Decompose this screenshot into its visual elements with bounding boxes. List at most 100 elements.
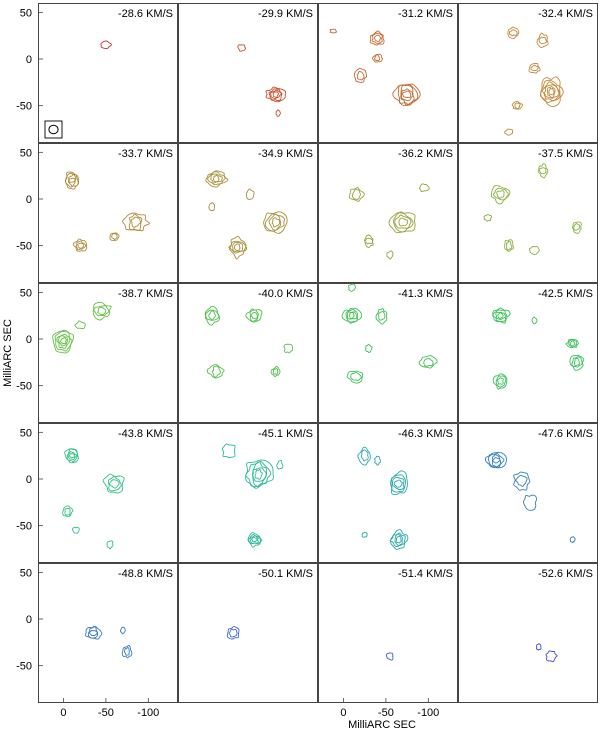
contour-line [206,364,225,379]
contour-line [372,53,383,63]
contour-line [66,448,78,463]
velocity-label: -46.3 KM/S [398,428,453,440]
contour-line [541,81,561,102]
contour-line [84,626,103,640]
contour-line [386,250,394,260]
contour-line [210,173,223,184]
contour-group [535,643,558,663]
velocity-label: -29.9 KM/S [258,8,313,20]
panel-frame [178,563,318,703]
contour-line [392,476,405,490]
contour-line [535,643,542,651]
contour-group [52,302,112,354]
contour-line [492,373,508,390]
velocity-label: -43.8 KM/S [118,428,173,440]
contour-line [400,84,415,106]
y-tick-label: 50 [20,567,32,579]
x-tick-label: -100 [137,707,159,719]
contour-line [392,211,414,233]
contour-line [515,474,528,487]
contour-group [386,652,394,661]
contour-line [250,311,258,320]
contour-line [392,83,421,107]
contour-group [492,307,585,390]
contour-line [543,84,560,98]
velocity-label: -36.2 KM/S [398,148,453,160]
contour-line [539,167,547,175]
y-tick-label: -50 [16,241,32,253]
panel-frame [318,143,458,283]
panel-frame [178,3,318,143]
channel-panel: -48.8 KM/S [38,563,178,703]
y-tick-label: 0 [26,614,32,626]
contour-line [496,190,505,199]
contour-line [377,311,386,321]
contour-line [272,368,279,375]
contour-line [423,358,434,367]
panel-frame [38,423,178,563]
contour-line [263,211,288,234]
panel-frame [178,143,318,283]
contour-line [386,652,394,661]
contour-line [204,309,220,321]
channel-panel: -46.3 KM/S [318,423,458,563]
y-tick-label: 50 [20,427,32,439]
panel-grid: -28.6 KM/S -29.9 KM/S -31.2 KM/S -32.4 KM/S… [38,3,598,703]
channel-panel: -50.1 KM/S [178,563,318,703]
panel-frame [318,563,458,703]
contour-line [232,241,244,252]
y-tick-label: 0 [26,334,32,346]
channel-panel: -43.8 KM/S [38,423,178,563]
y-tick-label: -50 [16,381,32,393]
contour-line [97,306,107,315]
beam-box [44,120,63,139]
contour-group [348,183,430,260]
contour-group [357,446,409,550]
contour-line [365,343,373,354]
channel-panel: -40.0 KM/S [178,283,318,423]
contour-line [571,356,583,368]
channel-panel: -31.2 KM/S [318,3,458,143]
contour-group [483,163,582,256]
contour-line [536,32,549,49]
contour-line [402,90,412,99]
contour-line [353,67,368,83]
contour-line [374,34,382,42]
contour-line [283,343,294,354]
contour-line [341,307,363,323]
velocity-label: -41.3 KM/S [398,288,453,300]
contour-line [389,532,406,548]
contour-line [374,54,381,62]
panel-frame [318,3,458,143]
velocity-label: -32.4 KM/S [538,8,593,20]
contour-line [226,626,240,640]
contour-line [64,171,80,190]
contour-line [268,213,282,231]
contour-line [204,305,221,326]
contour-line [491,454,501,468]
contour-line [548,87,555,96]
contour-line [484,452,507,469]
contour-line [574,357,580,366]
contour-group [341,283,438,384]
x-tick-label: 0 [60,707,66,719]
contour-line [537,163,549,179]
contour-line [74,320,86,329]
contour-line [123,646,130,656]
contour-line [111,233,118,241]
contour-line [393,479,403,488]
contour-line [390,474,406,493]
contour-line [569,355,585,371]
channel-panel: -28.6 KM/S [38,3,178,143]
contour-line [75,240,87,251]
contour-line [348,186,365,202]
contour-line [507,26,520,40]
contour-line [418,183,430,193]
y-tick-label: 50 [20,7,32,19]
contour-line [569,536,576,544]
contour-line [121,644,133,659]
contour-line [252,467,267,482]
contour-line [356,70,365,81]
x-tick-label: -100 [417,707,439,719]
